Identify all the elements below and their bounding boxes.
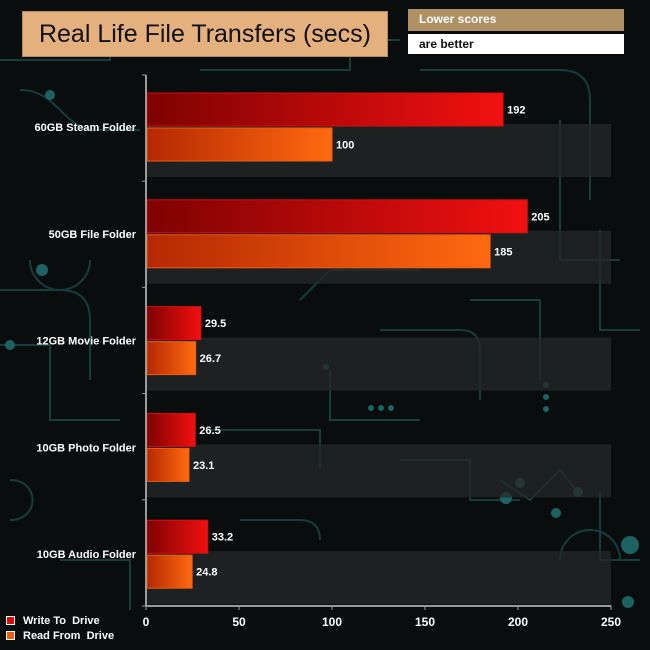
x-tick-label: 150 [415, 615, 435, 629]
data-label: 100 [336, 140, 354, 152]
legend-item-write: Write To Drive [6, 613, 114, 628]
plot-band [146, 551, 611, 605]
x-tick-label: 50 [232, 615, 246, 629]
bar-read [146, 554, 193, 589]
legend-swatch-write [6, 616, 15, 625]
data-label: 192 [507, 105, 525, 117]
data-label: 26.7 [200, 353, 221, 365]
data-label: 24.8 [196, 567, 217, 579]
data-label: 29.5 [205, 318, 226, 330]
category-label: 60GB Steam Folder [35, 122, 137, 134]
x-tick-label: 200 [508, 615, 528, 629]
data-label: 33.2 [212, 532, 233, 544]
plot-band [146, 444, 611, 498]
bar-read [146, 341, 197, 376]
bar-write [146, 412, 196, 447]
x-tick-label: 0 [143, 615, 150, 629]
chart-title: Real Life File Transfers (secs) [22, 11, 388, 57]
category-label: 12GB Movie Folder [36, 336, 136, 348]
note-are-better: are better [408, 34, 624, 54]
note-lower-scores: Lower scores [408, 9, 624, 31]
legend-swatch-read [6, 631, 15, 640]
bar-write [146, 199, 528, 234]
legend-label-read: Read From Drive [23, 629, 115, 642]
data-label: 26.5 [199, 425, 220, 437]
x-tick-label: 250 [601, 615, 621, 629]
category-label: 10GB Audio Folder [37, 549, 137, 561]
data-label: 185 [494, 246, 512, 258]
plot-band [146, 337, 611, 391]
x-tick-label: 100 [322, 615, 342, 629]
category-label: 10GB Photo Folder [36, 442, 136, 454]
data-label: 23.1 [193, 460, 214, 472]
bar-write [146, 306, 202, 341]
bar-read [146, 127, 333, 162]
legend: Write To Drive Read From Drive [6, 613, 114, 643]
data-label: 205 [531, 211, 549, 223]
legend-label-write: Write To Drive [23, 614, 100, 627]
bar-read [146, 447, 190, 482]
bar-read [146, 234, 491, 269]
category-label: 50GB File Folder [49, 229, 137, 241]
legend-item-read: Read From Drive [6, 628, 114, 643]
bar-write [146, 92, 504, 127]
bar-write [146, 519, 209, 554]
